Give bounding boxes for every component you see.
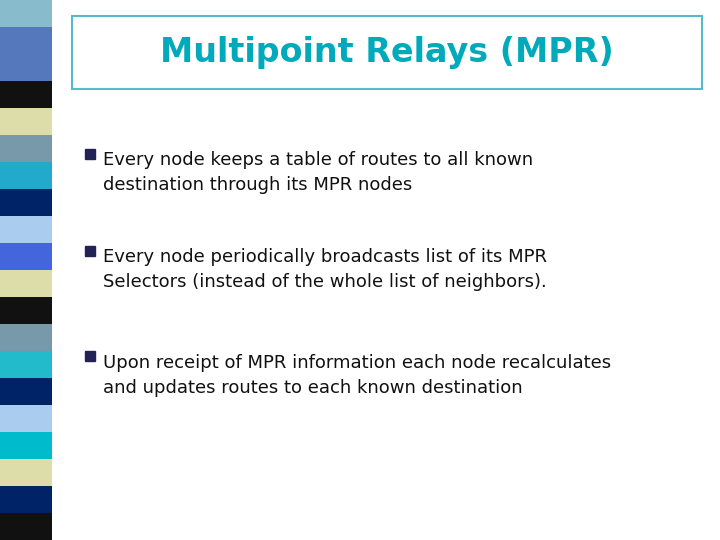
Bar	[0, 270, 52, 297]
Bar	[0, 405, 52, 432]
Bar	[0, 0, 52, 27]
Bar	[0, 243, 52, 270]
Bar	[0, 324, 52, 351]
Text: Every node periodically broadcasts list of its MPR
Selectors (instead of the who: Every node periodically broadcasts list …	[103, 248, 547, 292]
Bar	[0, 135, 52, 162]
Text: Multipoint Relays (MPR): Multipoint Relays (MPR)	[160, 36, 614, 69]
Bar	[0, 27, 52, 54]
Bar	[0, 513, 52, 540]
Text: Every node keeps a table of routes to all known
destination through its MPR node: Every node keeps a table of routes to al…	[103, 151, 533, 194]
Bar	[0, 81, 52, 108]
Bar	[0, 216, 52, 243]
Bar	[0, 432, 52, 459]
Bar	[0, 351, 52, 378]
Text: Upon receipt of MPR information each node recalculates
and updates routes to eac: Upon receipt of MPR information each nod…	[103, 354, 611, 397]
Bar	[0, 162, 52, 189]
Bar	[0, 486, 52, 513]
Bar	[0, 378, 52, 405]
Bar	[0, 459, 52, 486]
Bar	[0, 189, 52, 216]
Bar	[0, 108, 52, 135]
Bar	[0, 54, 52, 81]
Bar	[0, 297, 52, 324]
FancyBboxPatch shape	[72, 16, 702, 89]
